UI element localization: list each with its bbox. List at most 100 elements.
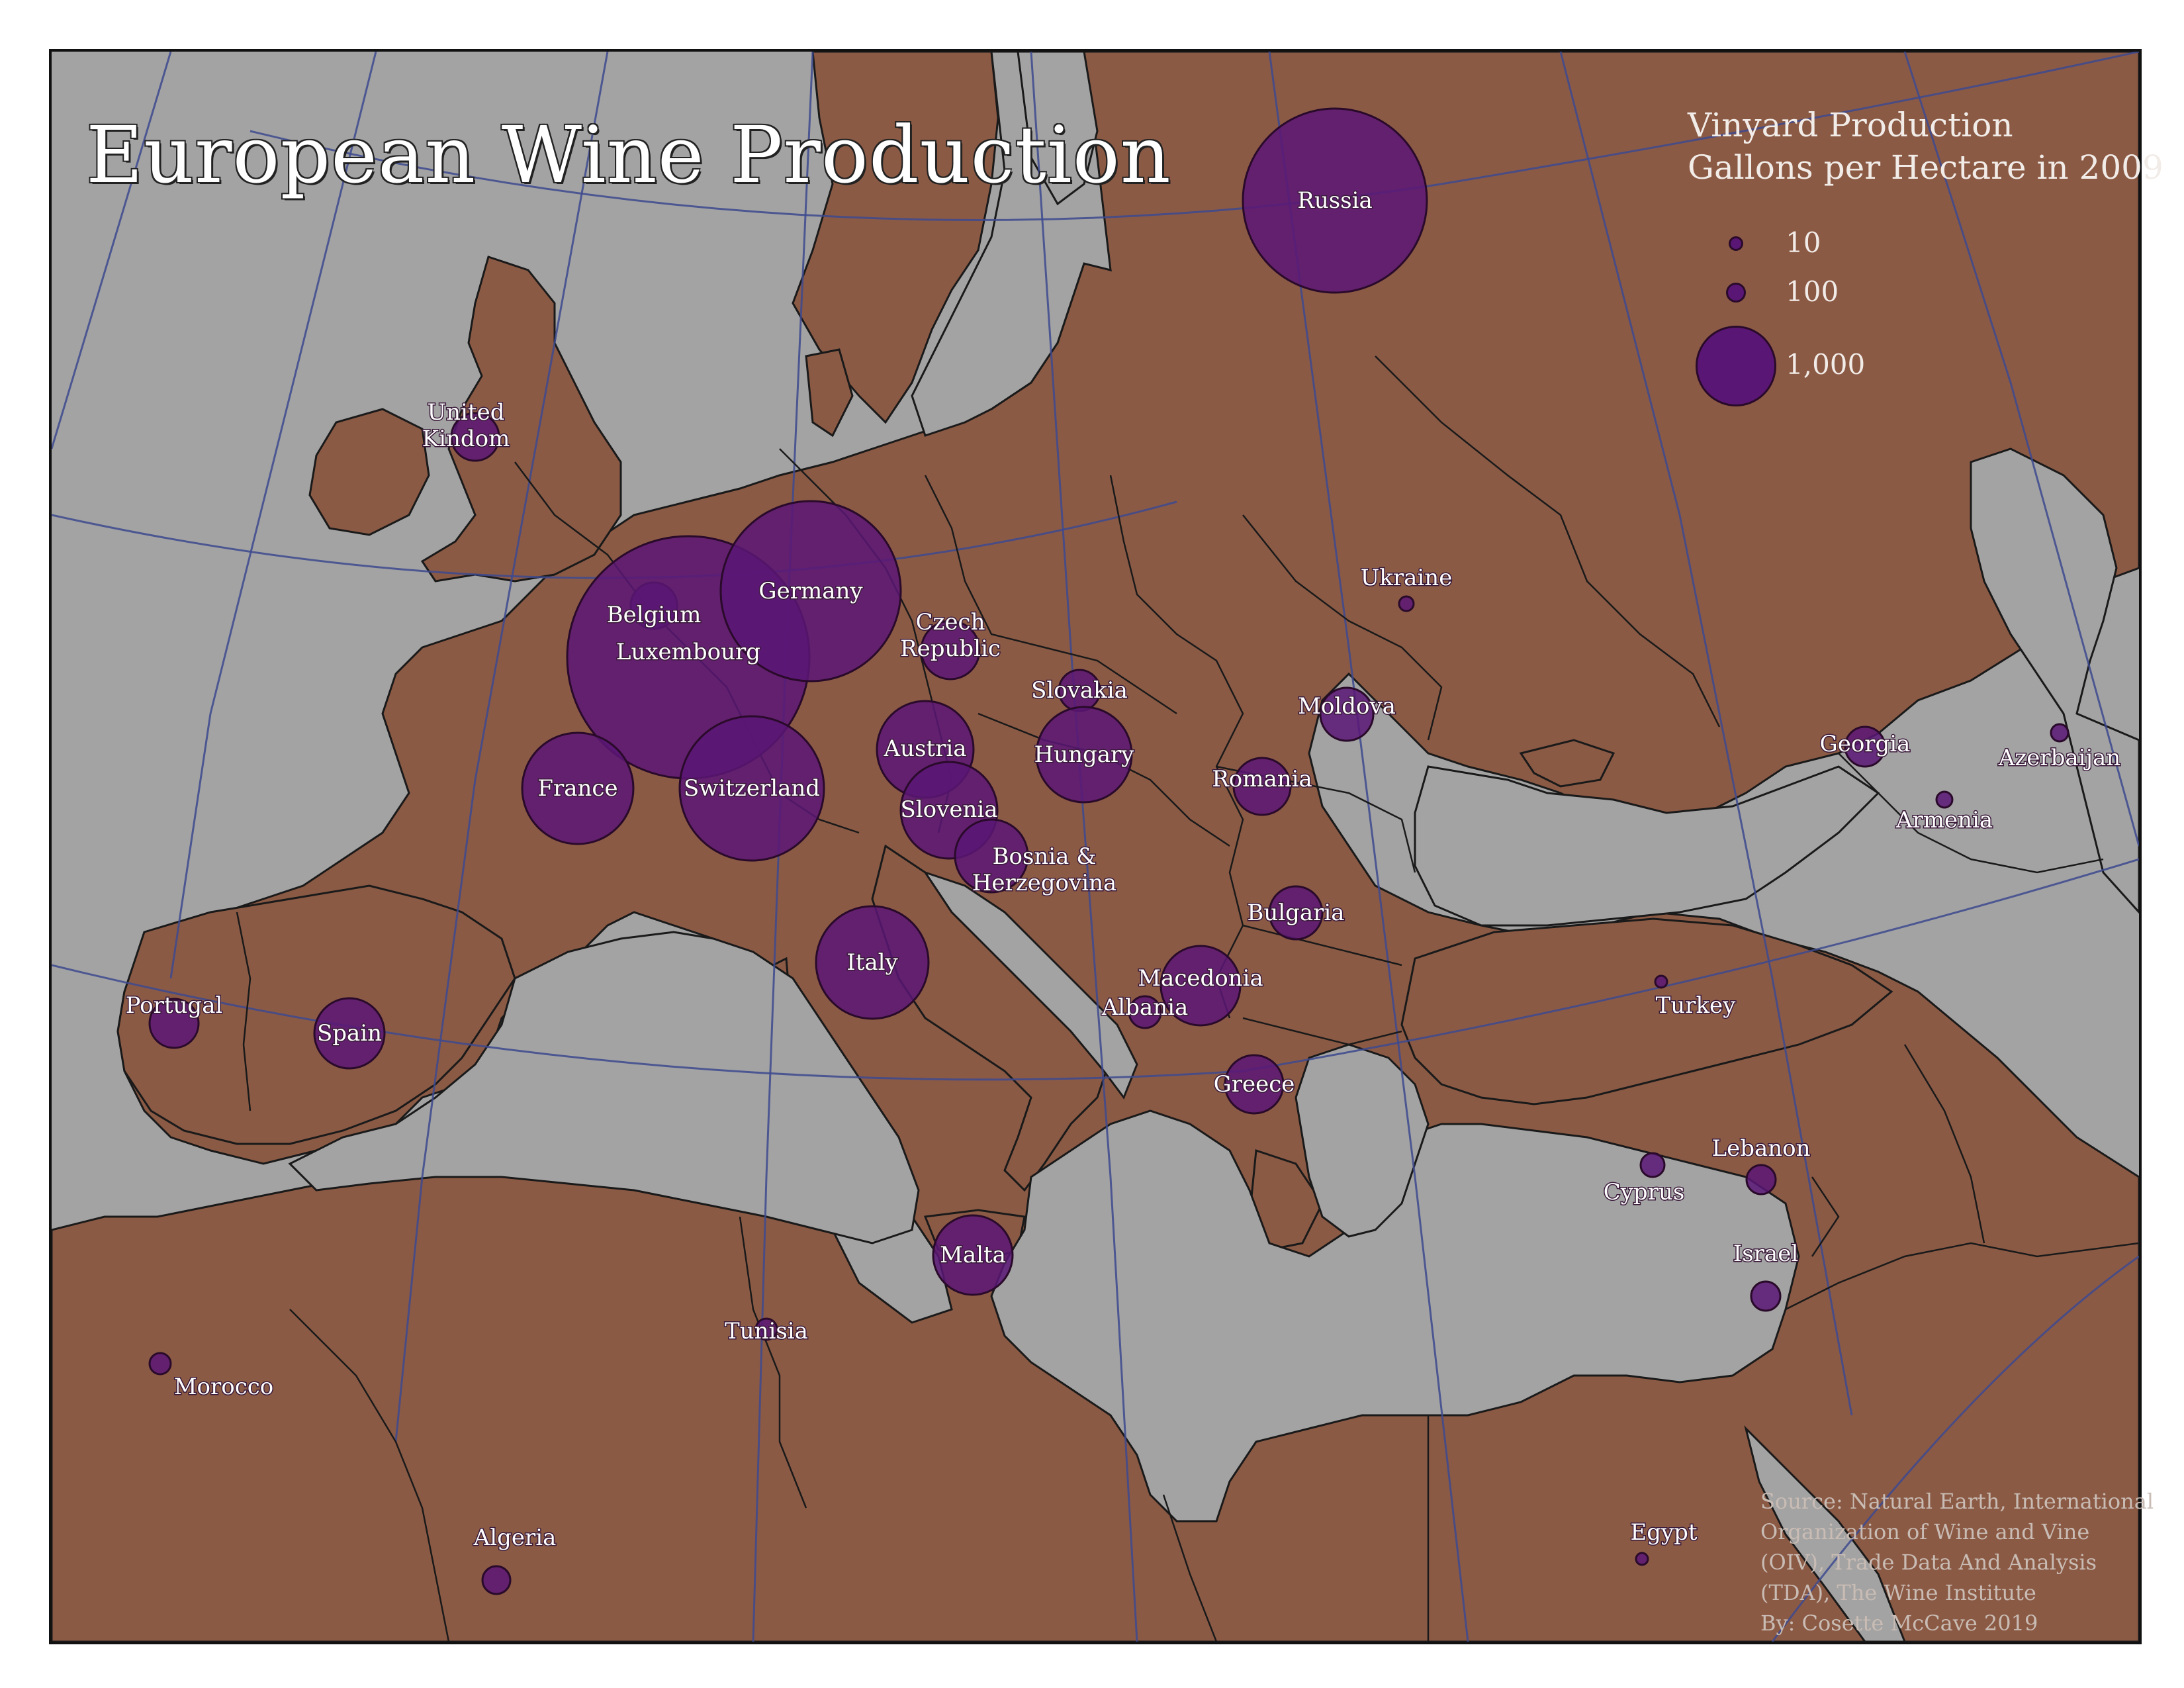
label-algeria: Algeria <box>473 1524 557 1551</box>
production-bubbles <box>148 107 2070 1595</box>
bubble-albania <box>1128 995 1162 1029</box>
bubble-switzerland <box>678 715 825 862</box>
label-cyprus: Cyprus <box>1604 1179 1685 1205</box>
legend-label-100: 100 <box>1786 275 1839 308</box>
legend-circle-medium <box>1726 283 1746 303</box>
water-caspian <box>1970 447 2139 914</box>
land-crimea <box>1519 739 1615 788</box>
label-macedonia: Macedonia <box>1138 965 1263 992</box>
land-norway-sweden <box>792 52 999 424</box>
bubble-morocco <box>148 1352 172 1376</box>
source-line: (TDA), The Wine Institute <box>1760 1580 2036 1605</box>
label-czech-republic: Czech <box>916 609 985 635</box>
label-united-kindom: Kindom <box>422 426 510 452</box>
bubble-portugal <box>148 998 200 1049</box>
bubble-egypt <box>1635 1552 1649 1566</box>
border-line <box>236 912 251 1111</box>
label-azerbaijan: Azerbaijan <box>1998 745 2120 771</box>
bubble-georgia <box>1844 726 1886 768</box>
label-united-kindom: United <box>428 399 505 426</box>
label-bulgaria: Bulgaria <box>1247 900 1344 926</box>
bubble-armenia <box>1935 790 1954 809</box>
label-switzerland: Switzerland <box>684 775 820 802</box>
source-line: (OIV), Trade Data And Analysis <box>1760 1550 2097 1575</box>
source-note: Source: Natural Earth, International Org… <box>1760 1486 2154 1638</box>
legend-label-1000: 1,000 <box>1786 348 1866 381</box>
bubble-azerbaijan <box>2050 723 2070 743</box>
label-greece: Greece <box>1214 1071 1295 1098</box>
label-luxembourg: Luxembourg <box>616 639 760 665</box>
bubble-greece <box>1224 1054 1285 1115</box>
bubble-romania <box>1232 757 1292 816</box>
label-bosnia-herzegovina: Herzegovina <box>972 870 1117 896</box>
label-turkey: Turkey <box>1656 992 1737 1019</box>
bubble-turkey <box>1654 974 1668 989</box>
graticule-parallel <box>1771 1255 2139 1642</box>
border-line <box>1903 1044 1985 1244</box>
bubble-russia <box>1242 107 1428 294</box>
bubble-germany <box>719 500 902 682</box>
border-line <box>1785 1242 2139 1311</box>
bubble-czech-republic <box>920 620 981 680</box>
label-hungary: Hungary <box>1034 741 1135 768</box>
label-ukraine: Ukraine <box>1361 565 1453 591</box>
border-line <box>289 1309 450 1642</box>
bubble-united-kindom <box>450 412 500 462</box>
label-armenia: Armenia <box>1895 807 1993 833</box>
bubble-italy <box>815 905 930 1020</box>
border-line <box>1162 1494 1218 1642</box>
graticule-meridian <box>52 52 172 449</box>
border-line <box>1242 1017 1402 1046</box>
water-adriatic <box>923 870 1138 1100</box>
graticule-parallel <box>52 858 2139 1081</box>
label-lebanon: Lebanon <box>1712 1135 1811 1162</box>
border-line <box>739 1216 807 1509</box>
label-russia: Russia <box>1297 187 1373 214</box>
label-spain: Spain <box>317 1020 382 1047</box>
label-moldova: Moldova <box>1298 693 1396 720</box>
label-egypt: Egypt <box>1630 1519 1698 1546</box>
source-line: Organization of Wine and Vine <box>1760 1519 2090 1544</box>
label-czech-republic: Republic <box>900 635 1001 662</box>
bubble-bosnia-herzegovina <box>954 818 1029 894</box>
border-line <box>1811 1176 1840 1257</box>
legend-circle-small <box>1729 236 1743 251</box>
graticule-meridian <box>752 52 814 1642</box>
graticule-meridian <box>1903 52 2139 847</box>
bubble-moldova <box>1319 686 1375 742</box>
bubble-malta <box>932 1214 1014 1296</box>
bubble-france <box>521 731 635 845</box>
label-austria: Austria <box>884 735 967 762</box>
graticule-meridian <box>169 52 377 979</box>
source-line: By: Cosette McCave 2019 <box>1760 1611 2038 1636</box>
label-malta: Malta <box>940 1242 1006 1268</box>
label-georgia: Georgia <box>1820 731 1911 757</box>
graticule-meridian <box>1030 52 1138 1642</box>
bubble-algeria <box>481 1565 512 1595</box>
bubble-hungary <box>1035 706 1133 804</box>
water-red-sea <box>1744 1425 1906 1642</box>
map-title: European Wine Production <box>86 109 1171 201</box>
label-bosnia-herzegovina: Bosnia & <box>992 843 1096 870</box>
label-romania: Romania <box>1212 766 1312 792</box>
label-slovenia: Slovenia <box>900 796 997 823</box>
map-frame: Russia United Kindom Belgium Luxembourg Germa… <box>49 49 2142 1644</box>
water-med-west <box>288 931 920 1244</box>
land-denmark <box>805 348 854 438</box>
bubble-ukraine <box>1398 595 1415 612</box>
graticule-meridian <box>1268 52 1469 1642</box>
label-tunisia: Tunisia <box>725 1318 808 1344</box>
bubble-lebanon <box>1745 1164 1777 1196</box>
source-line: Source: Natural Earth, International <box>1760 1489 2154 1514</box>
bubble-cyprus <box>1639 1152 1666 1178</box>
legend-subtitle: Gallons per Hectare in 2009 <box>1688 148 2163 187</box>
border-line <box>1242 924 1402 966</box>
graticule-meridian <box>394 52 609 1442</box>
bubble-bulgaria <box>1268 885 1324 941</box>
legend: Vinyard Production Gallons per Hectare i… <box>1688 106 2163 424</box>
label-albania: Albania <box>1101 994 1189 1021</box>
bubble-spain <box>313 997 386 1070</box>
legend-title: Vinyard Production <box>1688 106 2013 144</box>
